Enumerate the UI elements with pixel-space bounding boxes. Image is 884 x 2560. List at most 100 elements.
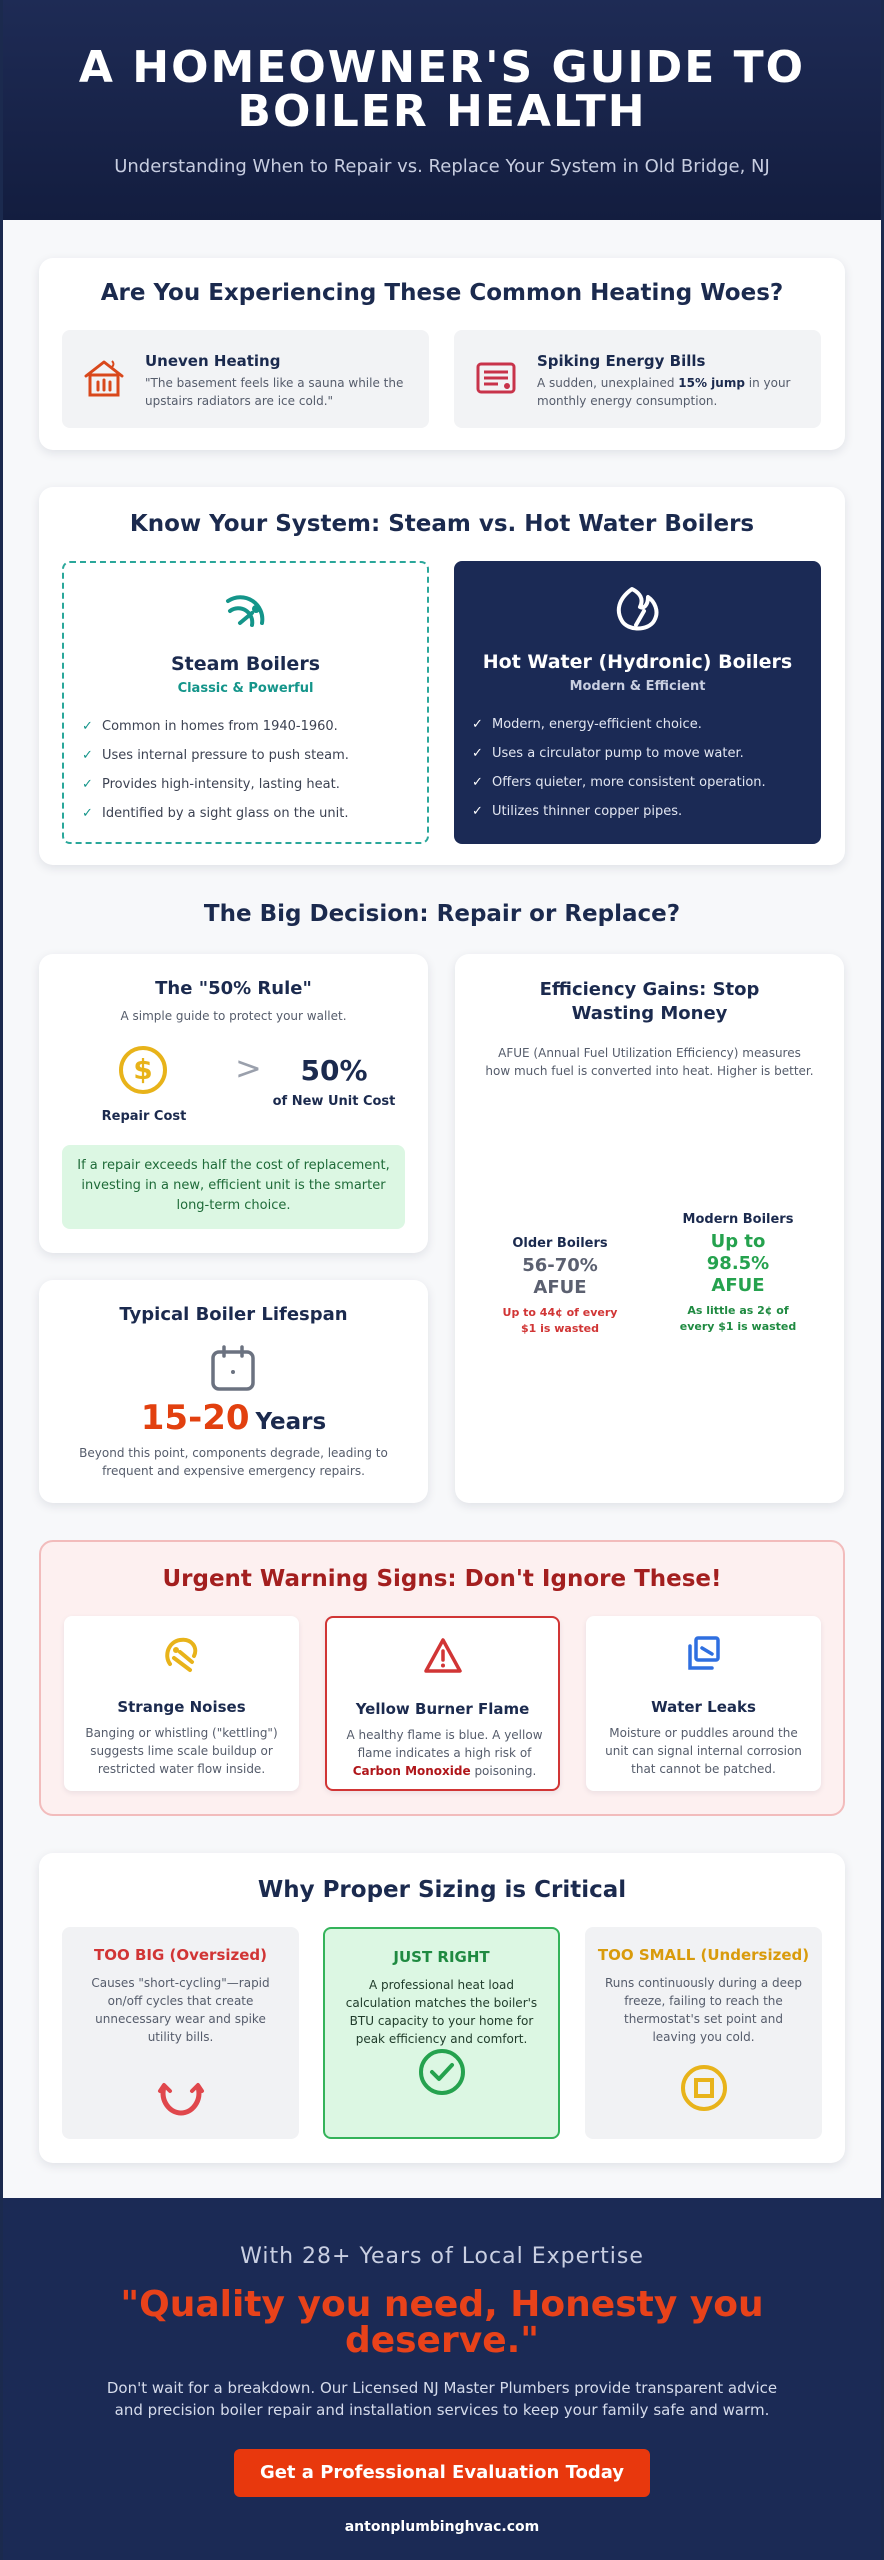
steam-icon [225, 595, 264, 627]
warning-water-leaks: Water Leaks Moisture or puddles around t… [586, 1616, 821, 1791]
water-leak-icon [687, 1636, 720, 1670]
warning-item-title: Water Leaks [651, 1698, 756, 1716]
house-heat-icon [84, 360, 124, 397]
rule-title: The "50% Rule" [155, 978, 312, 999]
rule-subtitle: A simple guide to protect your wallet. [120, 1009, 347, 1023]
sizing-item-text: Runs continuously during a deep freeze, … [604, 1976, 802, 2044]
lifespan-range: 15-20 [140, 1398, 250, 1438]
warning-item-title: Yellow Burner Flame [355, 1700, 530, 1718]
woe-text: A sudden, unexplained 15% jump in your m… [537, 376, 791, 408]
lifespan-title: Typical Boiler Lifespan [119, 1304, 348, 1325]
warning-signs-card: Urgent Warning Signs: Don't Ignore These… [39, 1540, 845, 1816]
percent-label: of New Unit Cost [272, 1094, 396, 1109]
older-boilers-note: Up to 44¢ of every $1 is wasted [502, 1306, 618, 1335]
list-item: ✓ Provides high-intensity, lasting heat. [82, 777, 340, 792]
check-icon: ✓ [82, 806, 93, 821]
heating-woes-card: Are You Experiencing These Common Heatin… [39, 258, 845, 450]
efficiency-gains-card: Efficiency Gains: Stop Wasting Money AFU… [455, 954, 844, 1503]
lifespan-unit: Years [255, 1409, 327, 1435]
evaluation-button[interactable]: Get a Professional Evaluation Today [234, 2449, 650, 2497]
sizing-just-right: JUST RIGHT A professional heat load calc… [323, 1927, 560, 2139]
list-item: ✓ Uses a circulator pump to move water. [472, 746, 744, 761]
warning-item-text: Moisture or puddles around the unit can … [605, 1726, 802, 1776]
check-icon: ✓ [472, 717, 483, 732]
hero-header: A HOMEOWNER'S GUIDE TO BOILER HEALTH Und… [0, 0, 884, 220]
list-item: ✓ Common in homes from 1940-1960. [82, 719, 338, 734]
woe-energy-bills: Spiking Energy Bills A sudden, unexplain… [454, 330, 821, 428]
boiler-lifespan-card: Typical Boiler Lifespan 15-20 Years Beyon… [39, 1280, 428, 1503]
cycle-icon [157, 2083, 204, 2116]
cta-body: Don't wait for a breakdown. Our Licensed… [106, 2379, 778, 2419]
bill-icon [476, 362, 516, 394]
greater-than-icon: > [235, 1049, 262, 1087]
woe-text: "The basement feels like a sauna while t… [145, 376, 404, 408]
older-boilers-value: 56-70% AFUE [522, 1255, 598, 1298]
steam-points-list: ✓ Common in homes from 1940-1960. ✓ Uses i… [82, 718, 349, 834]
hot-water-points-list: ✓ Modern, energy-efficient choice. ✓ Uses … [472, 716, 766, 832]
check-icon: ✓ [472, 746, 483, 761]
dollar-coin-icon: $ [119, 1046, 167, 1094]
page-title: A HOMEOWNER'S GUIDE TO BOILER HEALTH [78, 42, 806, 137]
cta-footer: With 28+ Years of Local Expertise "Quali… [0, 2198, 884, 2560]
list-item: ✓ Offers quieter, more consistent operati… [472, 775, 766, 790]
check-circle-icon [418, 2049, 465, 2095]
list-item: ✓ Modern, energy-efficient choice. [472, 717, 702, 732]
warning-triangle-icon [423, 1638, 462, 1673]
sizing-item-title: TOO SMALL (Undersized) [597, 1946, 810, 1964]
modern-boilers-value: Up to 98.5% AFUE [706, 1231, 770, 1296]
sizing-title: Why Proper Sizing is Critical [257, 1877, 627, 1903]
steam-boiler-panel: Steam Boilers Classic & Powerful ✓ Common… [62, 561, 429, 844]
proper-sizing-card: Why Proper Sizing is Critical TOO BIG (O… [39, 1853, 845, 2163]
rule-note: If a repair exceeds half the cost of rep… [62, 1145, 405, 1229]
hot-water-title: Hot Water (Hydronic) Boilers [482, 651, 793, 673]
noise-icon [164, 1637, 197, 1672]
hot-water-subtitle: Modern & Efficient [569, 679, 706, 694]
warning-item-title: Strange Noises [117, 1698, 246, 1716]
warning-item-text: A healthy flame is blue. A yellow flame … [346, 1728, 543, 1778]
woes-title: Are You Experiencing These Common Heatin… [100, 280, 784, 306]
list-item: ✓ Identified by a sight glass on the unit… [82, 806, 349, 821]
system-title: Know Your System: Steam vs. Hot Water Bo… [129, 511, 755, 537]
cta-kicker: With 28+ Years of Local Expertise [240, 2244, 644, 2269]
sizing-item-title: JUST RIGHT [393, 1948, 490, 1966]
efficiency-title: Efficiency Gains: Stop Wasting Money [539, 979, 760, 1024]
list-item: ✓ Uses internal pressure to push steam. [82, 748, 349, 763]
check-icon: ✓ [472, 804, 483, 819]
modern-boilers-label: Modern Boilers [682, 1212, 794, 1227]
check-icon: ✓ [472, 775, 483, 790]
check-icon: ✓ [82, 777, 93, 792]
square-circle-icon [680, 2065, 727, 2111]
cta-quote: "Quality you need, Honesty you deserve." [120, 2284, 764, 2361]
repair-cost-label: Repair Cost [101, 1109, 187, 1124]
woe-uneven-heating: Uneven Heating "The basement feels like … [62, 330, 429, 428]
sizing-too-small: TOO SMALL (Undersized) Runs continuously… [585, 1927, 822, 2139]
warning-title: Urgent Warning Signs: Don't Ignore These… [162, 1566, 722, 1592]
list-item: ✓ Utilizes thinner copper pipes. [472, 804, 683, 819]
woe-title: Uneven Heating [145, 352, 281, 370]
check-icon: ✓ [82, 719, 93, 734]
sizing-too-big: TOO BIG (Oversized) Causes "short-cyclin… [62, 1927, 299, 2139]
calendar-icon [211, 1345, 255, 1391]
sizing-item-text: A professional heat load calculation mat… [345, 1978, 538, 2046]
steam-subtitle: Classic & Powerful [177, 681, 314, 696]
sizing-item-title: TOO BIG (Oversized) [93, 1946, 268, 1964]
page-subtitle: Understanding When to Repair vs. Replace… [114, 156, 770, 177]
warning-item-text: Banging or whistling ("kettling") sugges… [85, 1726, 278, 1776]
decision-title: The Big Decision: Repair or Replace? [203, 901, 681, 927]
warning-strange-noises: Strange Noises Banging or whistling ("ke… [64, 1616, 299, 1791]
check-icon: ✓ [82, 748, 93, 763]
woe-title: Spiking Energy Bills [537, 352, 706, 370]
older-boilers-stat: Older Boilers 56-70% AFUE Up to 44¢ of ev… [495, 1236, 625, 1337]
fifty-percent-rule-card: The "50% Rule" A simple guide to protect… [39, 954, 428, 1253]
sizing-item-text: Causes "short-cycling"—rapid on/off cycl… [91, 1976, 270, 2044]
lifespan-text: Beyond this point, components degrade, l… [79, 1446, 388, 1478]
efficiency-description: AFUE (Annual Fuel Utilization Efficiency… [485, 1046, 814, 1078]
modern-boilers-note: As little as 2¢ of every $1 is wasted [679, 1304, 797, 1333]
older-boilers-label: Older Boilers [512, 1236, 608, 1251]
modern-boilers-stat: Modern Boilers Up to 98.5% AFUE As little … [673, 1212, 803, 1335]
steam-title: Steam Boilers [170, 653, 320, 675]
system-comparison-card: Know Your System: Steam vs. Hot Water Bo… [39, 487, 845, 865]
hot-water-boiler-panel: Hot Water (Hydronic) Boilers Modern & Ef… [454, 561, 821, 844]
website-link[interactable]: antonplumbinghvac.com [344, 2519, 540, 2535]
flame-icon [616, 587, 658, 631]
